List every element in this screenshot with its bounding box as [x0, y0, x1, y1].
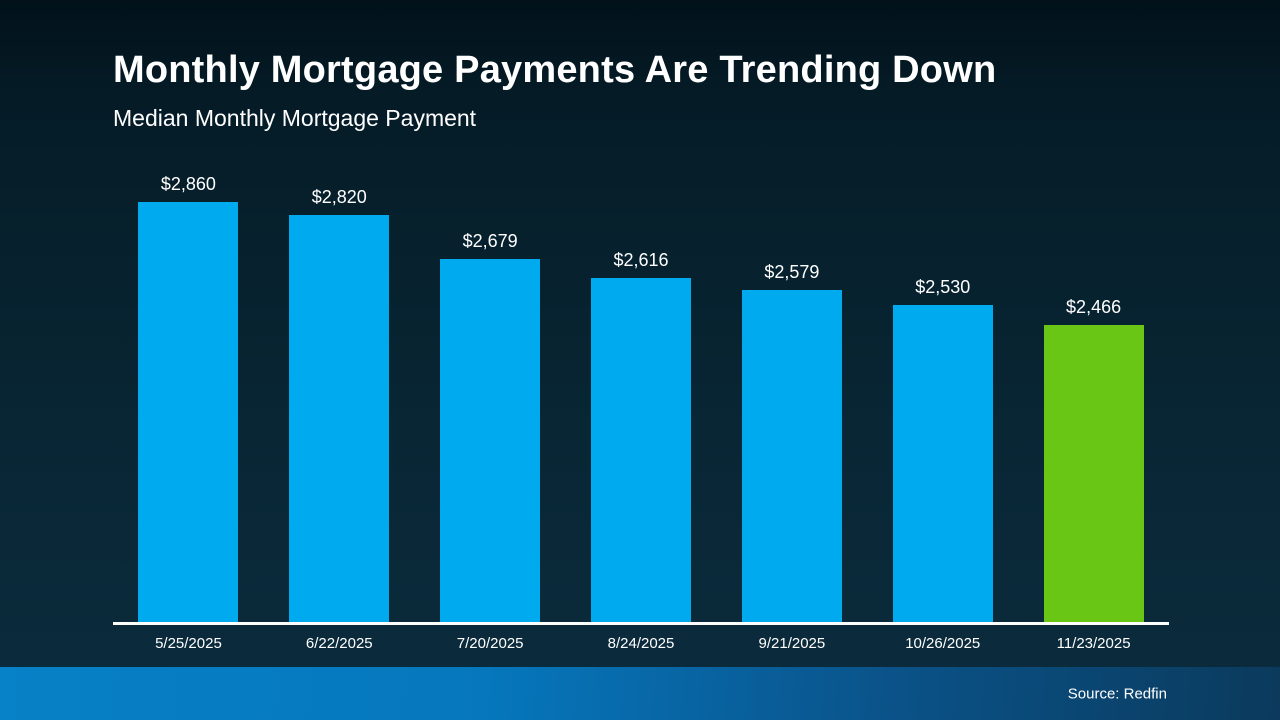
bar-value-label: $2,466 — [1066, 297, 1122, 317]
source-label: Source: Redfin — [1067, 685, 1167, 702]
bar-value-label: $2,820 — [311, 187, 367, 207]
bar-value-label: $2,679 — [462, 231, 518, 251]
bar-column: $2,579 — [716, 262, 867, 622]
chart-subtitle: Median Monthly Mortgage Payment — [113, 105, 477, 131]
bar-value-label: $2,860 — [160, 174, 216, 194]
footer-band: Source: Redfin — [0, 667, 1280, 720]
bar-value-label: $2,616 — [613, 250, 669, 270]
bar — [591, 278, 691, 622]
bar-column: $2,860 — [113, 174, 264, 622]
x-axis-line — [113, 622, 1169, 625]
bars-row: $2,860 $2,820 $2,679 $2,616 $2,579 $2,530 $2,4… — [113, 160, 1169, 622]
bar-column: $2,466 — [1018, 297, 1169, 622]
x-axis-tick-label: 7/20/2025 — [456, 635, 524, 652]
bar — [289, 215, 390, 622]
bar-column: $2,530 — [867, 277, 1018, 622]
chart-title: Monthly Mortgage Payments Are Trending D… — [113, 49, 997, 91]
bar — [741, 290, 842, 622]
x-axis-tick-label: 6/22/2025 — [305, 635, 373, 652]
bar-chart: $2,860 $2,820 $2,679 $2,616 $2,579 $2,530 $2,4… — [113, 160, 1169, 652]
bar-value-label: $2,530 — [915, 277, 971, 297]
bar-column: $2,820 — [264, 187, 415, 622]
bar — [892, 305, 993, 622]
bar-column: $2,679 — [415, 231, 566, 622]
x-axis-tick-label: 10/26/2025 — [905, 635, 981, 652]
x-axis-tick-row: 5/25/2025 6/22/2025 7/20/2025 8/24/2025 9/21… — [113, 635, 1169, 652]
x-axis-tick-label: 5/25/2025 — [155, 635, 222, 652]
bar-column: $2,616 — [566, 250, 717, 622]
bar-highlighted — [1043, 325, 1144, 622]
x-axis-tick-label: 8/24/2025 — [607, 635, 675, 652]
bar — [440, 259, 541, 622]
bar-value-label: $2,579 — [764, 262, 820, 282]
bar — [138, 202, 239, 622]
x-axis-tick-label: 11/23/2025 — [1056, 635, 1131, 652]
x-axis-tick-label: 9/21/2025 — [758, 635, 826, 652]
